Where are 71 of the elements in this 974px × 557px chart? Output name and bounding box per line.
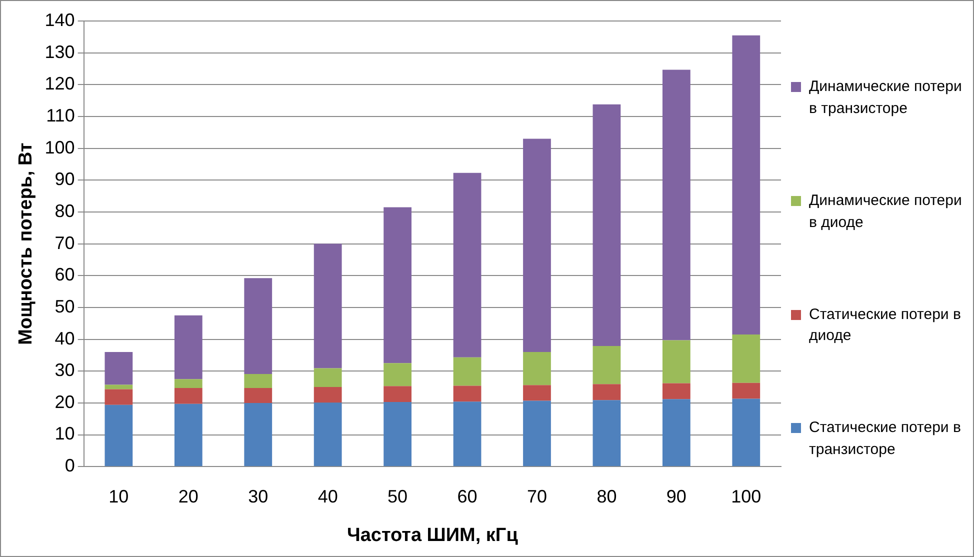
bar [592, 346, 621, 384]
bar [453, 357, 482, 386]
bar [523, 138, 551, 352]
bar [523, 352, 551, 386]
y-tick-label: 60 [54, 264, 75, 285]
x-tick-label: 10 [108, 486, 129, 506]
x-axis-title: Частота ШИМ, кГц [346, 524, 518, 546]
bar [314, 402, 342, 466]
y-tick-label: 40 [54, 328, 75, 348]
y-tick-label: 130 [44, 42, 75, 62]
y-tick-label: 0 [64, 456, 75, 476]
bar [732, 334, 760, 383]
y-tick-label: 10 [54, 424, 75, 444]
bar [732, 398, 760, 466]
bar [104, 389, 133, 405]
bar [174, 388, 202, 404]
bar [244, 388, 272, 403]
bar [732, 382, 760, 399]
legend-label: Динамические потери в диоде [809, 190, 963, 233]
y-tick-label: 20 [54, 392, 75, 412]
bar [384, 386, 412, 402]
bar [592, 384, 621, 400]
x-tick-label: 90 [666, 486, 686, 506]
legend-label: Статические потери в транзисторе [809, 418, 962, 460]
bar [592, 400, 621, 466]
bar [662, 340, 690, 384]
x-tick-label: 100 [731, 486, 762, 506]
bar [244, 374, 272, 388]
bar [453, 402, 482, 466]
bar [314, 387, 342, 403]
bar [523, 385, 551, 401]
bar [453, 172, 482, 358]
x-tick-label: 80 [596, 486, 617, 506]
bar [384, 363, 412, 386]
bar [314, 244, 342, 368]
y-tick-label: 100 [44, 137, 75, 158]
bar [174, 404, 202, 466]
bar [384, 207, 412, 364]
bar [384, 402, 412, 466]
y-tick-label: 140 [44, 10, 75, 30]
x-tick-label: 30 [248, 486, 268, 506]
y-tick-label: 90 [54, 169, 75, 190]
bar [244, 402, 272, 466]
x-tick-label: 70 [526, 486, 548, 506]
y-tick-label: 50 [54, 296, 75, 316]
bar [662, 383, 690, 400]
x-tick-label: 40 [318, 486, 338, 506]
bar [523, 400, 551, 466]
bar [244, 278, 272, 374]
bar [104, 352, 133, 385]
y-tick-label: 120 [44, 74, 75, 94]
bar [662, 399, 690, 466]
bar [174, 315, 202, 380]
y-tick-label: 110 [46, 105, 75, 126]
bar [174, 379, 202, 388]
y-tick-label: 70 [54, 232, 75, 253]
bar [453, 386, 482, 402]
bar [314, 368, 342, 388]
legend-label: Статические потери в диоде [809, 304, 962, 346]
bar [662, 70, 690, 340]
y-tick-label: 30 [54, 360, 75, 380]
y-tick-label: 80 [54, 200, 75, 221]
bar [732, 35, 760, 335]
x-tick-label: 60 [457, 486, 478, 506]
x-tick-label: 50 [388, 486, 408, 506]
bar [592, 104, 621, 346]
bar [104, 404, 133, 466]
legend-label: Динамические потери в транзисторе [809, 77, 963, 119]
x-tick-label: 20 [178, 486, 198, 506]
y-axis-title: Мощность потерь, Вт [16, 142, 37, 345]
bar [104, 384, 133, 390]
